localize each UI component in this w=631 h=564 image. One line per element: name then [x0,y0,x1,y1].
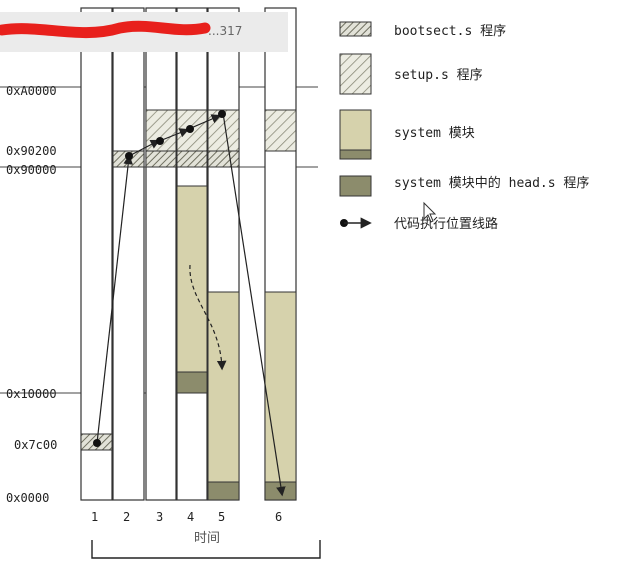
col-num-3: 3 [156,510,163,524]
column-numbers: 1 2 3 4 5 6 [91,510,282,524]
head-block-col4 [176,371,208,394]
redacted-suffix: ...317 [208,24,242,38]
col-num-2: 2 [123,510,130,524]
address-labels: 0xA0000 0x90200 0x90000 0x10000 0x7c00 0… [6,84,57,505]
execution-points [93,110,226,447]
legend-bootsect-swatch [339,21,372,37]
column-4 [176,7,208,501]
addr-0000: 0x0000 [6,491,49,505]
legend-head-label: system 模块中的 head.s 程序 [394,175,589,191]
addr-90200: 0x90200 [6,144,57,158]
system-block-col6 [264,291,297,483]
col-num-1: 1 [91,510,98,524]
col-num-5: 5 [218,510,225,524]
addr-90000: 0x90000 [6,163,57,177]
path-col5-to-col6 [222,112,286,497]
legend-system-head-part [339,149,372,160]
bootsect-block-col4 [176,150,208,168]
addr-10000: 0x10000 [6,387,57,401]
time-label: 时间 [194,531,220,546]
column-3 [145,7,177,501]
legend-system-label: system 模块 [394,126,475,141]
legend-bootsect-label: bootsect.s 程序 [394,24,506,39]
path-col1-to-col2 [96,154,133,444]
column-5 [207,7,240,501]
column-6 [264,7,297,501]
legend-system-swatch [339,109,372,151]
column-1 [80,7,113,501]
execution-path [96,112,286,497]
head-block-col5 [207,481,240,501]
legend-setup-swatch [339,53,372,95]
mouse-cursor-icon [423,201,437,223]
system-block-col5 [207,291,240,483]
legend-path-label: 代码执行位置线路 [394,216,498,232]
system-move-curve [189,264,227,371]
setup-block-col6 [264,109,297,152]
legend-setup-label: setup.s 程序 [394,68,483,83]
addr-7c00: 0x7c00 [14,438,57,452]
col-num-6: 6 [275,510,282,524]
path-col3-to-col4 [161,128,190,141]
bootsect-block-col5 [207,150,240,168]
legend-head-swatch [339,175,372,197]
redaction-scribble [0,20,211,39]
system-block-col4 [176,185,208,373]
col-num-4: 4 [187,510,194,524]
redacted-header: ...317 [0,12,288,52]
bootsect-block-col3 [145,150,177,168]
time-bracket: 时间 [91,530,321,559]
legend: bootsect.s 程序 setup.s 程序 system 模块 syste… [339,21,589,232]
addr-a0000: 0xA0000 [6,84,57,98]
path-col2-to-col3 [128,139,161,157]
path-col4-to-col5 [190,114,222,129]
